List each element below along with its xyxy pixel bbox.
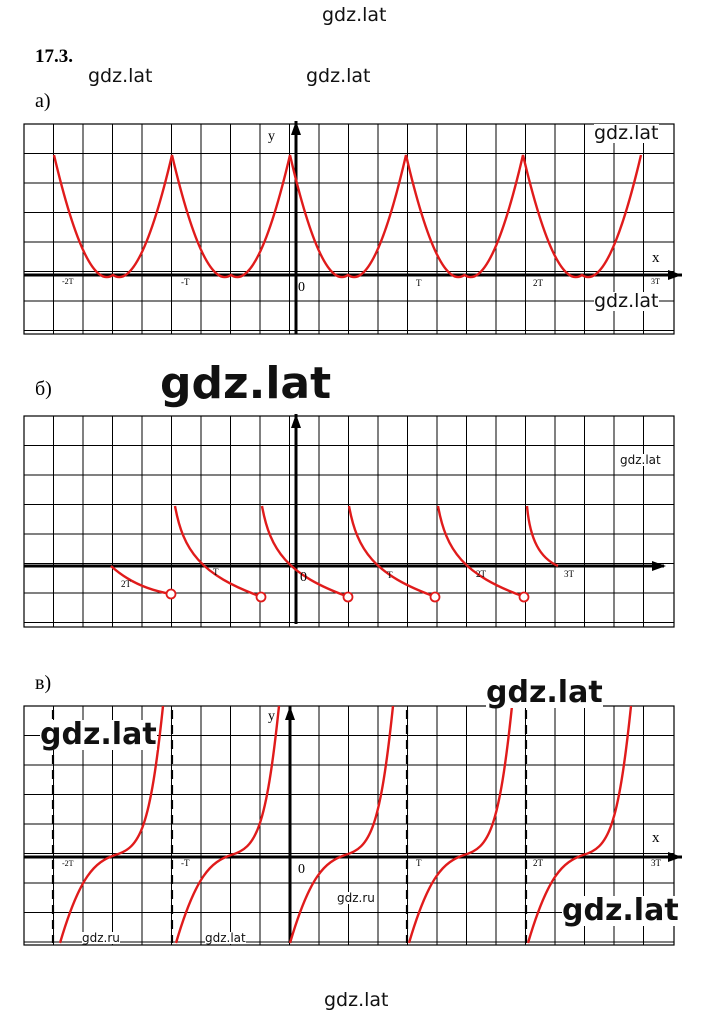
tick-b-1: T — [213, 567, 219, 577]
tick-b-4: 3T — [564, 569, 575, 579]
watermark-header-center: gdz.lat — [306, 65, 371, 87]
origin-b: 0 — [300, 570, 307, 585]
tick-c-4: 3T — [651, 858, 662, 868]
curve-a — [52, 154, 643, 279]
watermark-graph-c-small: gdz.lat — [205, 931, 246, 945]
tick-b-0: 2T — [121, 579, 132, 589]
watermark-graph-a-right-bottom: gdz.lat — [594, 290, 659, 312]
x-axis-arrow-b — [652, 561, 666, 571]
origin-c: 0 — [298, 862, 305, 877]
curves-c — [58, 705, 633, 944]
curve-b-branch — [525, 505, 559, 568]
watermark-graph-b-inside: gdz.lat — [620, 453, 661, 467]
axes-a — [24, 121, 682, 334]
y-label-c: y — [268, 709, 275, 724]
curve-c-branch — [174, 705, 281, 944]
part-label-a: а) — [35, 90, 51, 112]
axes-c — [24, 706, 682, 943]
origin-a: 0 — [298, 280, 305, 295]
part-label-b: б) — [35, 378, 52, 400]
watermark-graph-c-ru-left: gdz.ru — [82, 931, 120, 945]
watermark-graph-c-left: gdz.lat — [40, 717, 157, 752]
open-circle-b — [255, 591, 267, 603]
open-circle-b — [165, 588, 177, 600]
tick-c-1: -T — [181, 858, 190, 868]
open-circle-b — [342, 591, 354, 603]
grid-b — [23, 415, 675, 628]
tick-a-2: T — [416, 278, 422, 288]
curve-c-branch — [58, 705, 165, 944]
x-axis-arrow-a — [668, 270, 682, 280]
open-circle-b — [429, 591, 441, 603]
tick-a-4: 3T — [651, 277, 660, 286]
tick-a-0: -2T — [62, 277, 74, 286]
curve-b-branch — [347, 505, 437, 599]
watermark-graph-c-ru-center: gdz.ru — [337, 891, 375, 905]
tick-c-0: -2T — [62, 859, 74, 868]
tick-c-2: T — [416, 858, 422, 868]
watermark-graph-b-big: gdz.lat — [160, 358, 332, 409]
x-axis-arrow-c — [668, 852, 682, 862]
watermark-graph-c-right-bottom: gdz.lat — [562, 893, 679, 928]
problem-number: 17.3. — [35, 46, 73, 67]
open-circle-b — [518, 591, 530, 603]
watermark-bottom: gdz.lat — [324, 989, 389, 1011]
curve-c-branch — [288, 705, 395, 944]
tick-c-3: 2T — [533, 858, 544, 868]
x-label-c: x — [652, 830, 660, 846]
tick-a-1: -T — [181, 277, 190, 287]
curve-c-branch — [407, 705, 514, 944]
y-axis-arrow-a — [291, 121, 301, 135]
watermark-top: gdz.lat — [322, 4, 387, 26]
curves-b — [110, 505, 559, 603]
watermark-header-left: gdz.lat — [88, 65, 153, 87]
curve-b-branch — [110, 565, 172, 596]
curve-c-branch — [526, 705, 633, 944]
curve-b-branch — [260, 505, 350, 599]
grid-c — [23, 705, 675, 946]
watermark-graph-c-right: gdz.lat — [486, 675, 603, 710]
y-label-a: y — [268, 129, 275, 144]
part-label-c: в) — [35, 672, 52, 694]
watermark-graph-a-right-top: gdz.lat — [594, 122, 659, 144]
tick-b-3: 2T — [476, 569, 487, 579]
curve-b-branch — [436, 505, 526, 599]
tick-a-3: 2T — [533, 278, 544, 288]
curve-b-branch — [173, 505, 263, 599]
x-label-a: x — [652, 250, 660, 266]
y-axis-arrow-c — [285, 706, 295, 720]
tick-b-2: T — [387, 570, 393, 580]
y-axis-arrow-b — [291, 414, 301, 428]
